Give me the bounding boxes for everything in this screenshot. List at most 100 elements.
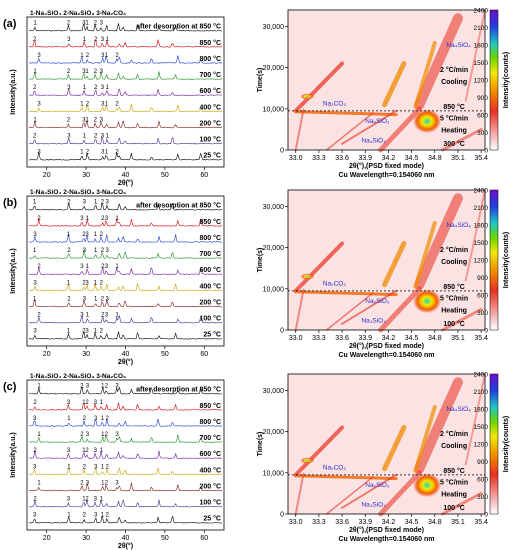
peak-index: 3 bbox=[115, 384, 119, 390]
colorbar-title: Intensity(counts) bbox=[503, 232, 510, 288]
peak-index: 1 bbox=[33, 21, 37, 27]
colorbar bbox=[489, 373, 499, 515]
peak-index: 1 bbox=[115, 216, 119, 222]
peak-index: 1 bbox=[86, 264, 90, 270]
colorbar-tick-label: 1800 bbox=[474, 407, 489, 414]
x-tick-label: 34.8 bbox=[428, 155, 442, 162]
peak-index: 3 bbox=[83, 248, 87, 254]
peak-index: 3 bbox=[105, 216, 109, 222]
y-tick-label: 0 bbox=[280, 328, 284, 335]
cooling-label: 2 °C/min bbox=[440, 246, 468, 254]
heatmap-streak bbox=[378, 286, 422, 333]
heatmap-streak bbox=[382, 241, 407, 288]
hot-spot bbox=[300, 273, 315, 280]
peak-index: 2 bbox=[83, 416, 87, 422]
peak-index: 1 bbox=[37, 432, 41, 438]
x-axis-subtitle: Cu Wavelength=0.154060 nm bbox=[338, 536, 434, 543]
x-axis-subtitle: Cu Wavelength=0.154060 nm bbox=[338, 352, 434, 359]
peak-index: 1 bbox=[105, 134, 109, 140]
peak-index: 2 bbox=[94, 117, 98, 123]
trace-label: 400 °C bbox=[200, 103, 221, 111]
xrd-trace bbox=[28, 467, 223, 476]
peak-index: 3 bbox=[86, 384, 90, 390]
peak-index: 1 bbox=[86, 313, 90, 319]
x-tick-label: 33.9 bbox=[358, 335, 372, 342]
trace-label: 700 °C bbox=[200, 250, 221, 258]
peak-index: 1 bbox=[101, 464, 105, 470]
heating-label: Heating bbox=[441, 492, 467, 499]
colorbar-tick-label: 1800 bbox=[474, 223, 489, 230]
peak-index: 2 bbox=[94, 69, 98, 75]
x-tick-label: 33.3 bbox=[312, 155, 326, 162]
legend: 1-Na₄SiO₄ 2-Na₂SiO₃ 3-Na₂CO₃ bbox=[30, 10, 126, 17]
trace-label: 850 °C bbox=[200, 218, 221, 226]
xrd-trace bbox=[28, 39, 223, 48]
peak-index: 3 bbox=[67, 85, 71, 91]
peak-index: 1 bbox=[33, 248, 37, 254]
peak-index: 2 bbox=[85, 400, 89, 406]
peak-index: 2 bbox=[33, 134, 37, 140]
panel-label: (a) bbox=[3, 18, 17, 30]
cooling-label: Cooling bbox=[441, 259, 467, 266]
x-tick-label: 34.5 bbox=[405, 155, 419, 162]
heatmap-streak bbox=[441, 127, 483, 152]
heating-label: 5 °C/min bbox=[440, 294, 468, 302]
x-tick-label: 35.1 bbox=[451, 335, 465, 342]
y-axis-title: Time(s) bbox=[257, 68, 264, 93]
heatmap-streak bbox=[325, 476, 374, 515]
colorbar-tick-label: 0 bbox=[484, 148, 488, 155]
heatmap-streak bbox=[341, 473, 398, 509]
trace-label: 800 °C bbox=[200, 418, 221, 426]
peak-index: 1 bbox=[83, 37, 87, 43]
peak-index: 2 bbox=[115, 53, 119, 59]
peak-index: 3 bbox=[33, 232, 37, 238]
peak-index: 1 bbox=[33, 117, 37, 123]
trace-label: after desorption at 850 °C bbox=[136, 23, 221, 31]
trace-label: 800 °C bbox=[200, 234, 221, 242]
colorbar-tick-label: 600 bbox=[477, 293, 488, 300]
peak-index: 1 bbox=[80, 101, 84, 107]
y-axis-title: Time(s) bbox=[257, 432, 264, 457]
peak-index: 1 bbox=[82, 400, 86, 406]
colorbar-title: Intensity(counts) bbox=[503, 52, 510, 108]
y-tick-label: 0 bbox=[280, 148, 284, 155]
peak-index: 1 bbox=[100, 497, 104, 503]
xrd-trace bbox=[28, 202, 223, 211]
plot-frame bbox=[287, 189, 486, 331]
heating-label: 5 °C/min bbox=[440, 114, 468, 122]
temp-label: 300 °C bbox=[443, 140, 464, 148]
xrd-trace bbox=[28, 135, 223, 145]
phase-label: Na₂SiO₃ bbox=[365, 482, 390, 489]
peak-index: 3 bbox=[82, 21, 86, 27]
heatmap-streak bbox=[341, 289, 398, 325]
peak-index: 2 bbox=[105, 480, 109, 486]
colorbar-tick-label: 300 bbox=[477, 310, 488, 317]
peak-index: 1 bbox=[37, 384, 41, 390]
phase-label: Na₄SiO₄ bbox=[446, 406, 471, 413]
trace-label: 100 °C bbox=[200, 315, 221, 323]
xrd-trace bbox=[28, 103, 223, 113]
peak-index: 3 bbox=[83, 296, 87, 302]
peak-index: 3 bbox=[67, 37, 71, 43]
peak-index: 3 bbox=[67, 448, 71, 454]
heatmap-streak bbox=[325, 112, 374, 151]
peak-index: 3 bbox=[115, 480, 119, 486]
trace-label: 200 °C bbox=[200, 482, 221, 490]
peak-index: 1 bbox=[67, 513, 71, 519]
heatmap-streak bbox=[413, 220, 437, 289]
peak-index: 3 bbox=[94, 448, 98, 454]
peak-index: 1 bbox=[105, 101, 109, 107]
peak-index: 2 bbox=[33, 85, 37, 91]
peak-index: 2 bbox=[37, 313, 41, 319]
peak-index: 2 bbox=[67, 200, 71, 206]
peak-index: 3 bbox=[33, 416, 37, 422]
x-tick-label: 34.5 bbox=[405, 519, 419, 526]
trace-label: 850 °C bbox=[200, 39, 221, 47]
peak-index: 3 bbox=[94, 416, 98, 422]
heatmap-streak bbox=[341, 109, 398, 145]
x-tick-label: 34.2 bbox=[382, 519, 396, 526]
peak-index: 3 bbox=[37, 53, 41, 59]
plot-frame bbox=[26, 379, 225, 531]
